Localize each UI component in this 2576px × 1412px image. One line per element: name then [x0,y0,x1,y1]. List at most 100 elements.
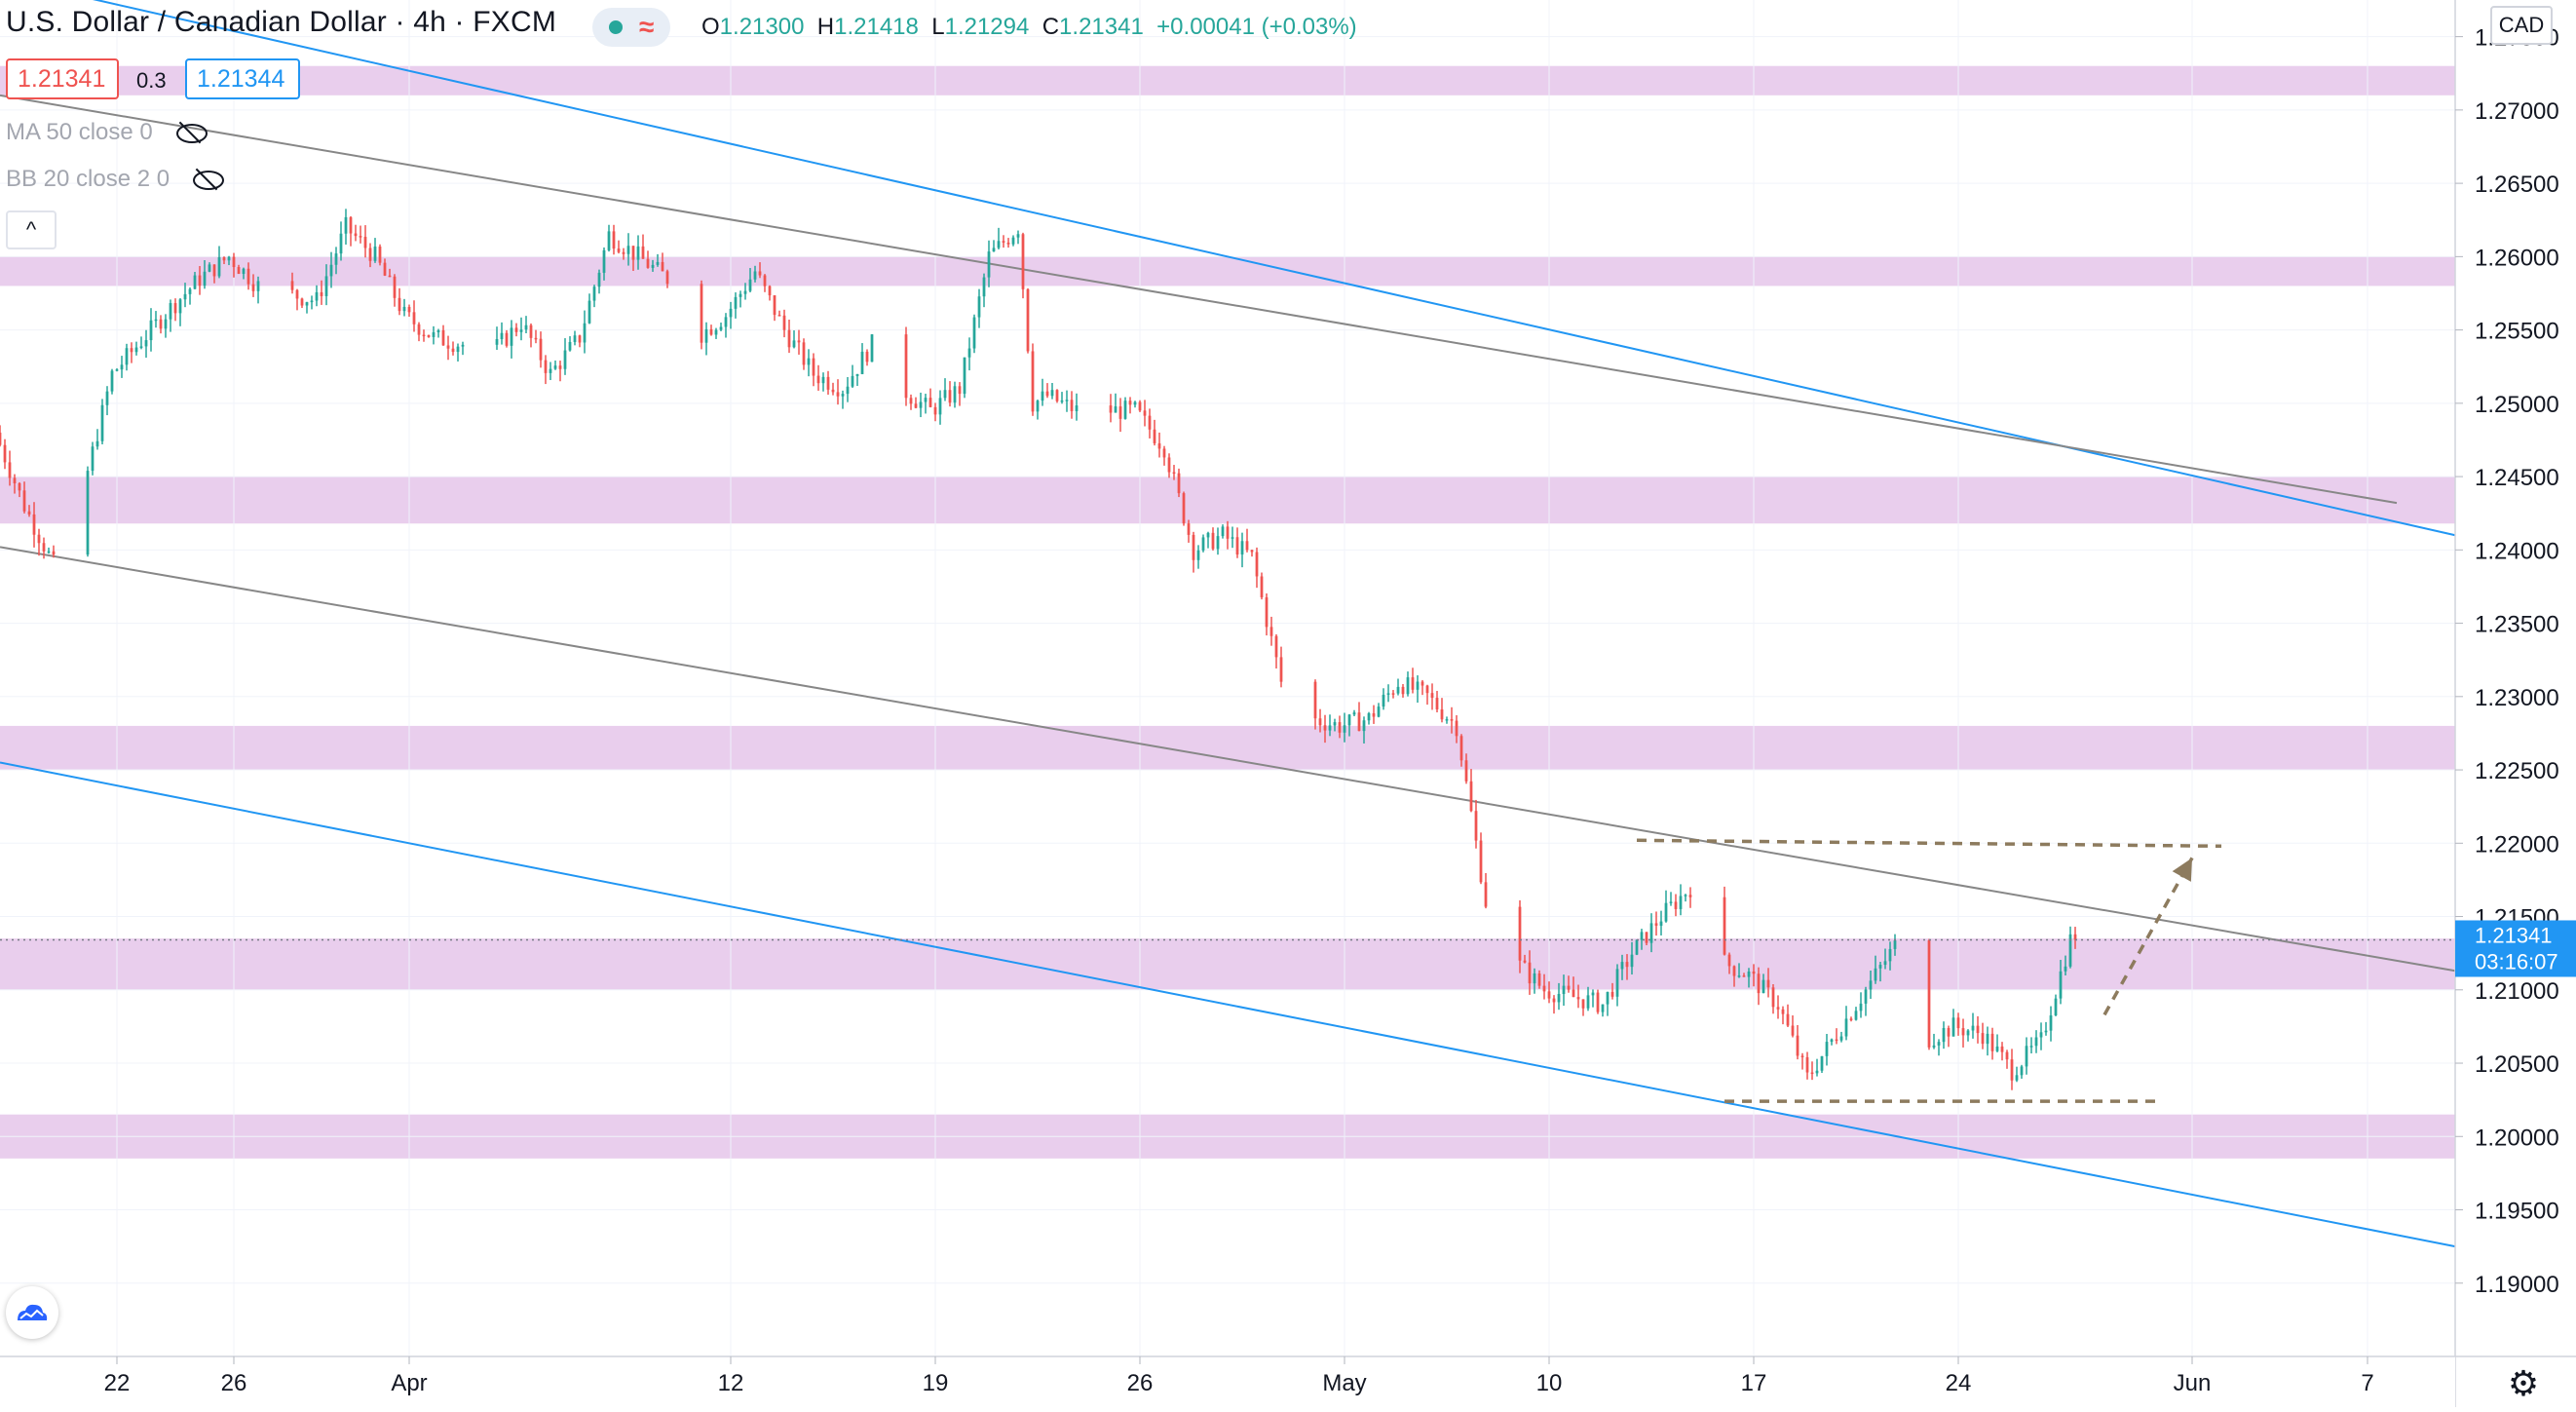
candle-body [183,293,187,300]
candle-body [1133,401,1137,405]
candle-body [807,358,811,365]
market-open-dot-icon [608,20,623,34]
price-tick-label: 1.22500 [2475,758,2559,784]
candle-body [987,251,991,278]
candle-body [1192,534,1195,560]
candle-body [1469,781,1473,812]
candle-body [354,233,358,237]
candle-body [359,236,362,238]
candle-body [212,264,216,277]
candle-body [802,342,806,365]
candle-body [967,348,971,358]
candle-body [251,284,255,291]
candle-body [164,319,168,329]
candle-body [914,403,918,408]
candle-body [1528,962,1532,984]
candle-body [18,482,21,491]
bb-indicator-legend[interactable]: BB 20 close 2 0 [6,166,225,193]
support-resistance-zones [0,65,2455,1159]
candle-body [836,392,840,397]
candle-body [1835,1039,1838,1042]
candle-body [1771,987,1775,1008]
candle-body [631,246,635,260]
trend-line [0,546,2456,973]
gear-icon[interactable]: ⚙ [2507,1363,2540,1403]
candle-body [1045,391,1049,397]
candle-body [1050,390,1054,397]
low-label: L [931,14,945,40]
currency-button[interactable]: CAD [2490,6,2553,45]
candle-body [1839,1036,1843,1041]
candle-body [461,344,465,347]
candle-body [592,286,596,301]
symbol-title[interactable]: U.S. Dollar / Canadian Dollar · 4h · FXC… [6,6,557,38]
price-zone [0,938,2455,990]
candle-body [587,300,591,324]
candle-body [320,291,323,296]
candle-body [1986,1033,1989,1045]
candle-body [1338,722,1342,733]
candle-body [1445,719,1449,721]
candle-body [256,281,260,291]
candle-body [91,446,95,472]
candle-body [2049,1015,2053,1031]
candle-body [1333,722,1337,726]
candle-body [1065,400,1069,401]
candle-body [597,272,601,287]
price-tick-label: 1.24000 [2475,538,2559,564]
high-value: 1.21418 [834,14,919,40]
candle-body [519,329,523,332]
market-status[interactable]: ≈ [592,8,670,47]
collapse-legend-button[interactable]: ^ [6,210,57,249]
time-tick-label: 12 [718,1370,744,1396]
candle-body [1727,954,1731,967]
candle-body [792,340,796,348]
candle-body [295,289,299,299]
sell-button[interactable]: 1.21341 [6,58,119,99]
candle-body [1416,681,1420,690]
candle-body [1688,895,1692,897]
candle-body [777,315,781,317]
candle-body [1684,895,1687,897]
change-value: +0.00041 (+0.03%) [1156,14,1357,40]
candle-body [1942,1027,1946,1043]
candle-body [1464,760,1468,782]
candle-body [1386,693,1390,695]
candle-body [1966,1030,1970,1036]
price-zone [0,256,2455,286]
candle-body [1586,995,1590,1009]
candle-body [2059,971,2063,999]
eye-off-icon[interactable] [191,169,225,190]
candle-body [222,256,226,261]
price-zone [0,725,2455,771]
candle-body [1026,288,1030,352]
candle-body [1313,681,1317,719]
candle-body [1474,811,1478,841]
candle-body [1021,234,1025,289]
ma-indicator-legend[interactable]: MA 50 close 0 [6,119,208,146]
candle-body [1206,532,1210,538]
candle-body [334,253,338,265]
candle-body [422,334,426,337]
candle-body [198,275,202,286]
candle-body [324,276,328,296]
candle-body [2025,1046,2028,1067]
tradingview-logo[interactable] [6,1286,58,1339]
candle-body [787,329,791,348]
candle-body [1552,998,1556,1003]
buy-button[interactable]: 1.21344 [185,58,300,99]
candle-body [363,237,367,248]
candle-body [32,514,36,535]
price-tick-label: 1.23000 [2475,685,2559,711]
candle-body [1036,401,1040,412]
eye-off-icon[interactable] [174,122,208,143]
candle-body [378,247,382,263]
candle-body [1591,992,1595,996]
candle-body [1752,971,1756,974]
candle-body [1347,714,1351,726]
candle-body [1425,685,1429,694]
candle-body [1800,1055,1804,1057]
candle-body [953,386,957,403]
